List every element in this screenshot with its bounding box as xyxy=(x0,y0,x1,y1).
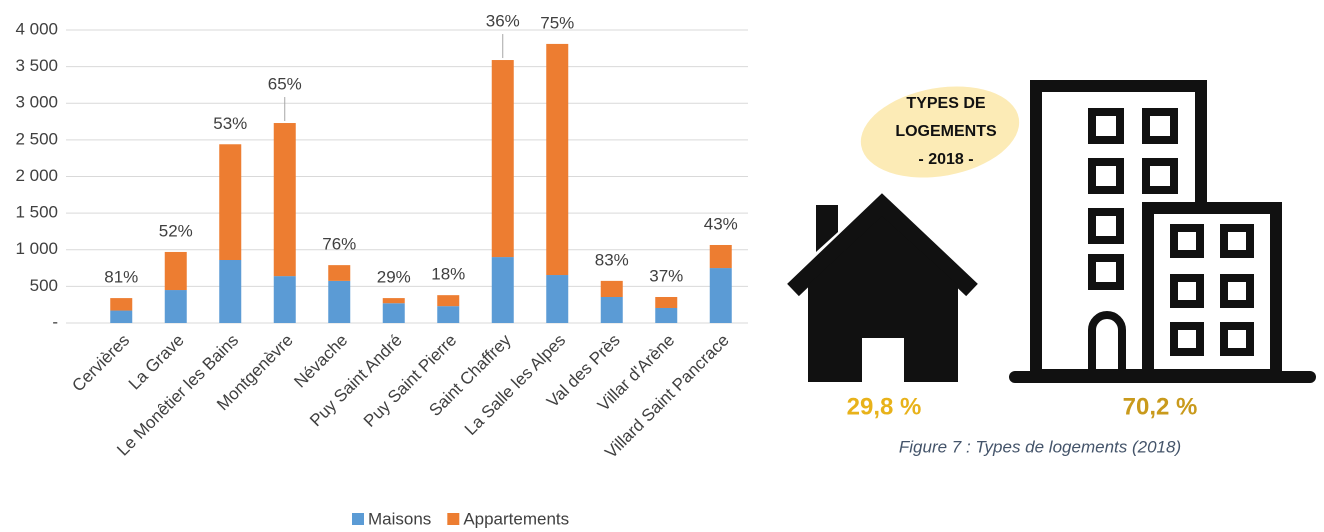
bar-segment xyxy=(328,280,351,323)
bar-segment xyxy=(437,295,460,307)
top-label: 43% xyxy=(704,214,738,233)
bar-segment xyxy=(709,268,732,323)
x-tick-label: Puy Saint Pierre xyxy=(360,331,460,431)
bar-segment xyxy=(382,303,405,323)
legend-swatch xyxy=(447,513,460,525)
bar-segment xyxy=(546,43,569,276)
x-tick-label: La Salle les Alpes xyxy=(461,331,569,439)
top-label: 83% xyxy=(595,250,629,269)
bar-segment xyxy=(655,307,678,323)
title-badge xyxy=(860,86,1020,178)
legend-swatch xyxy=(352,513,364,525)
top-label: 76% xyxy=(322,235,356,254)
y-tick-label: - xyxy=(52,312,58,331)
bar-segment xyxy=(219,144,242,261)
legend-label: Appartements xyxy=(463,509,569,528)
y-tick-label: 500 xyxy=(30,276,58,295)
bar-segment xyxy=(328,265,351,281)
building-icon xyxy=(1009,80,1316,383)
top-label: 75% xyxy=(540,13,574,32)
bar-segment xyxy=(219,260,242,323)
bar-segment xyxy=(110,298,133,311)
bar-segment xyxy=(600,296,623,323)
info-title: LOGEMENTS xyxy=(895,123,997,140)
bar-segment xyxy=(655,296,678,308)
y-tick-label: 1 500 xyxy=(15,203,58,222)
info-title: TYPES DE xyxy=(906,95,985,112)
bar-segment xyxy=(273,276,296,323)
y-tick-label: 3 500 xyxy=(15,56,58,75)
bar-segment xyxy=(491,257,514,323)
bar-segment xyxy=(164,251,187,291)
top-label: 29% xyxy=(377,268,411,287)
house-share: 29,8 % xyxy=(847,393,922,420)
building-share: 70,2 % xyxy=(1123,393,1198,420)
bar-segment xyxy=(546,275,569,323)
bar-segment xyxy=(110,310,133,323)
top-label: 52% xyxy=(159,221,193,240)
info-title: - 2018 - xyxy=(918,151,973,168)
x-tick-label: Puy Saint André xyxy=(306,331,406,431)
top-label: 37% xyxy=(649,266,683,285)
top-label: 65% xyxy=(268,75,302,94)
bar-segment xyxy=(273,123,296,277)
legend-label: Maisons xyxy=(368,509,431,528)
y-tick-label: 2 500 xyxy=(15,129,58,148)
bar-segment xyxy=(164,290,187,323)
top-label: 81% xyxy=(104,268,138,287)
bar-segment xyxy=(491,60,514,258)
y-tick-label: 4 000 xyxy=(15,19,58,38)
top-label: 18% xyxy=(431,265,465,284)
house-icon xyxy=(787,193,978,382)
y-tick-label: 1 000 xyxy=(15,239,58,258)
top-label: 36% xyxy=(486,12,520,31)
caption: Figure 7 : Types de logements (2018) xyxy=(899,437,1181,456)
bar-segment xyxy=(600,280,623,297)
y-tick-label: 3 000 xyxy=(15,93,58,112)
bar-segment xyxy=(709,244,732,269)
x-tick-label: Cervières xyxy=(68,331,133,396)
top-label: 53% xyxy=(213,114,247,133)
bar-segment xyxy=(382,298,405,304)
bar-segment xyxy=(437,306,460,323)
y-tick-label: 2 000 xyxy=(15,166,58,185)
